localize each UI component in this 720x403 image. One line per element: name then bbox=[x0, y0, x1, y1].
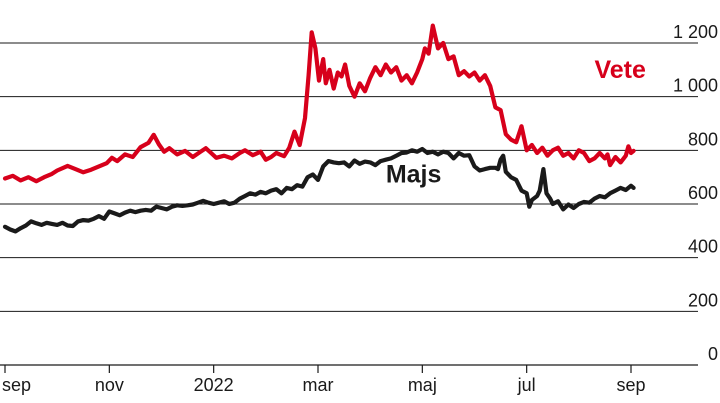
gridlines bbox=[0, 42, 698, 312]
x-tick-label: sep bbox=[616, 375, 645, 395]
x-tick-label: maj bbox=[408, 375, 437, 395]
x-axis: sep nov 2022 mar maj jul sep bbox=[0, 364, 698, 395]
y-tick-label: 800 bbox=[688, 129, 718, 149]
x-tick-label: sep bbox=[2, 375, 31, 395]
series-label-vete: Vete bbox=[594, 56, 646, 84]
series-line-vete bbox=[2, 23, 636, 184]
series-line-majs bbox=[2, 146, 636, 234]
y-tick-label: 1 000 bbox=[673, 76, 718, 96]
y-tick-label: 1 200 bbox=[673, 22, 718, 42]
series-labels: Vete Majs bbox=[386, 56, 646, 189]
y-tick-label: 200 bbox=[688, 290, 718, 310]
series-lines bbox=[2, 23, 636, 234]
x-tick-label: nov bbox=[95, 375, 124, 395]
y-axis-labels: 0 200 400 600 800 1 000 1 200 bbox=[673, 22, 718, 364]
x-tick-label: jul bbox=[517, 375, 536, 395]
y-tick-label: 600 bbox=[688, 183, 718, 203]
x-tick-label: 2022 bbox=[194, 375, 234, 395]
y-tick-label: 0 bbox=[708, 344, 718, 364]
series-label-majs: Majs bbox=[386, 161, 442, 189]
y-tick-label: 400 bbox=[688, 237, 718, 257]
x-tick-label: mar bbox=[303, 375, 334, 395]
